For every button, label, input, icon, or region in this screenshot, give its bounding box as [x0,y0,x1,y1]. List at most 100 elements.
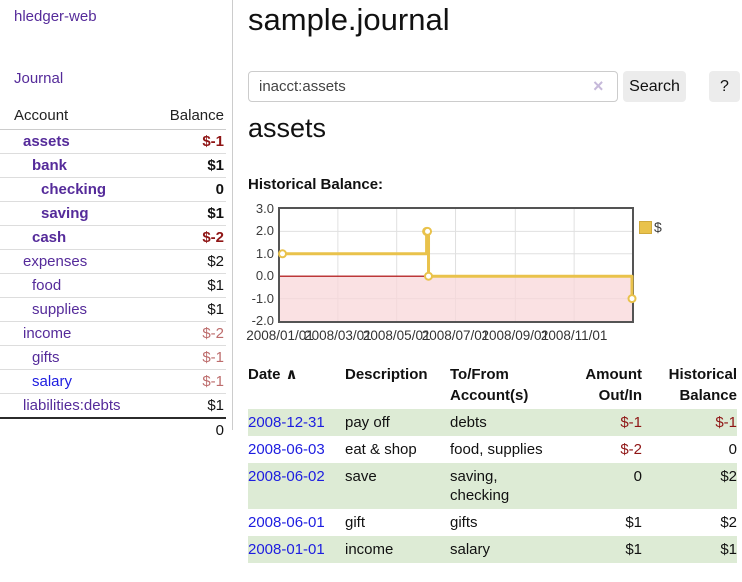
chart-title: Historical Balance: [248,176,384,193]
transaction-balance-cell: 0 [728,441,737,458]
account-name-cell: cash [0,225,155,250]
transaction-row[interactable]: 2008-06-03 eat & shop food, supplies $-2 0 [248,436,737,463]
transaction-balance-cell: $2 [720,468,737,485]
account-row: liabilities:debts $1 [0,393,226,418]
sort-ascending-icon: ∧ [285,366,298,383]
search-form: × Search ? [248,71,742,102]
account-name-cell: assets [0,130,154,154]
account-row: food $1 [0,273,226,298]
sidebar-item-journal[interactable]: Journal [14,70,64,87]
transaction-date-link[interactable]: 2008-06-03 [248,441,325,458]
account-name-cell: gifts [0,345,155,370]
account-heading: assets [248,113,327,143]
account-balance: $2 [207,253,224,270]
account-row: expenses $2 [0,249,226,274]
sidebar: hledger-web Journal Account Balance asse… [0,0,233,442]
account-name-cell: income [0,321,155,346]
transaction-amount-cell: $-2 [620,441,642,458]
legend-label: $ [654,219,662,235]
x-axis-tick-label: 2008/01/01 [246,328,314,343]
account-row: income $-2 [0,321,226,346]
account-balance-cell: $1 [154,273,226,298]
account-balance-cell: $-1 [154,130,226,154]
balance-line-svg [278,209,637,321]
search-input[interactable] [248,71,618,102]
date-column-header[interactable]: Date ∧ [248,366,298,383]
account-column-header: Account [0,104,155,130]
account-balance-cell: $-1 [154,345,226,370]
y-axis-tick-label: 3.0 [255,201,274,216]
y-axis-tick-label: 2.0 [255,223,274,239]
transaction-accounts-cell: food, supplies [450,441,543,458]
account-balance: $-1 [202,373,224,390]
transaction-date-link[interactable]: 2008-01-01 [248,541,325,558]
account-link[interactable]: liabilities:debts [23,397,121,414]
account-link[interactable]: cash [32,229,67,246]
account-balance-cell: $-2 [154,225,226,250]
account-link[interactable]: saving [41,205,89,222]
transaction-date-link[interactable]: 2008-06-01 [248,514,325,531]
chart-plot-area: $ [278,207,664,323]
account-balance: $-2 [202,229,224,246]
account-link[interactable]: checking [41,181,107,198]
account-link[interactable]: assets [23,133,70,150]
transaction-amount-cell: $1 [625,514,642,531]
transaction-row[interactable]: 2008-01-01 income salary $1 $1 [248,536,737,563]
help-button[interactable]: ? [709,71,740,102]
x-axis-tick-label: 2008/11/01 [540,328,608,343]
transaction-accounts-cell: saving, checking [450,468,510,504]
amount-column-header: Amount Out/In [585,366,642,404]
x-axis-tick-label: 2008/07/01 [421,328,490,343]
accounts-table: Account Balance assets $-1 bank $1 checking 0… [0,104,226,442]
total-balance: 0 [154,417,226,442]
account-name-cell: bank [0,153,155,178]
brand-link[interactable]: hledger-web [14,8,97,25]
account-balance: $-1 [202,349,224,366]
page-title: sample.journal [248,2,450,37]
account-link[interactable]: bank [32,157,68,174]
account-link[interactable]: expenses [23,253,88,270]
transaction-balance-cell: $1 [720,541,737,558]
main-content: sample.journal × Search ? assets Histori… [246,0,742,582]
account-row: assets $-1 [0,130,226,154]
total-spacer-cell [0,417,155,442]
account-row: gifts $-1 [0,345,226,370]
register-header-row: Date ∧ Description To/From Account(s) Amo… [248,362,737,409]
y-axis-tick-label: -1.0 [251,290,274,306]
account-link[interactable]: supplies [32,301,88,318]
transaction-date-link[interactable]: 2008-06-02 [248,468,325,485]
transaction-date-cell: 2008-06-03 [248,436,345,463]
transaction-balance-cell: $-1 [715,414,737,431]
transaction-amount-cell: 0 [633,468,642,485]
transaction-amount-cell: $-1 [620,414,642,431]
x-axis-tick-label: 2008/05/01 [362,328,431,343]
account-name-cell: food [0,273,155,298]
account-balance-cell: $-2 [154,321,226,346]
account-balance: $-1 [202,133,224,150]
account-link[interactable]: salary [32,373,73,390]
account-balance: $-2 [202,325,224,342]
accounts-table-header: Account Balance [0,104,226,130]
transaction-date-cell: 2008-01-01 [248,536,345,563]
transaction-description-cell: gift [345,514,366,531]
account-name-cell: saving [0,201,155,226]
transaction-date-cell: 2008-12-31 [248,409,345,436]
account-name-cell: liabilities:debts [0,393,155,418]
transaction-accounts-cell: debts [450,414,487,431]
transaction-description-cell: save [345,468,377,485]
x-axis-tick-label: 2008/03/01 [304,328,372,343]
account-balance: $1 [207,205,224,222]
transaction-row[interactable]: 2008-06-02 save saving, checking 0 $2 [248,463,737,509]
account-link[interactable]: food [32,277,62,294]
balance-column-header: Balance [154,104,226,130]
account-balance-cell: 0 [154,177,226,202]
transaction-date-link[interactable]: 2008-12-31 [248,414,325,431]
search-button[interactable]: Search [623,71,686,102]
account-balance: $1 [207,157,224,174]
transaction-amount-cell: $1 [625,541,642,558]
transaction-row[interactable]: 2008-12-31 pay off debts $-1 $-1 [248,409,737,436]
transaction-row[interactable]: 2008-06-01 gift gifts $1 $2 [248,509,737,536]
clear-search-icon[interactable]: × [593,76,604,96]
account-link[interactable]: gifts [32,349,60,366]
account-link[interactable]: income [23,325,72,342]
